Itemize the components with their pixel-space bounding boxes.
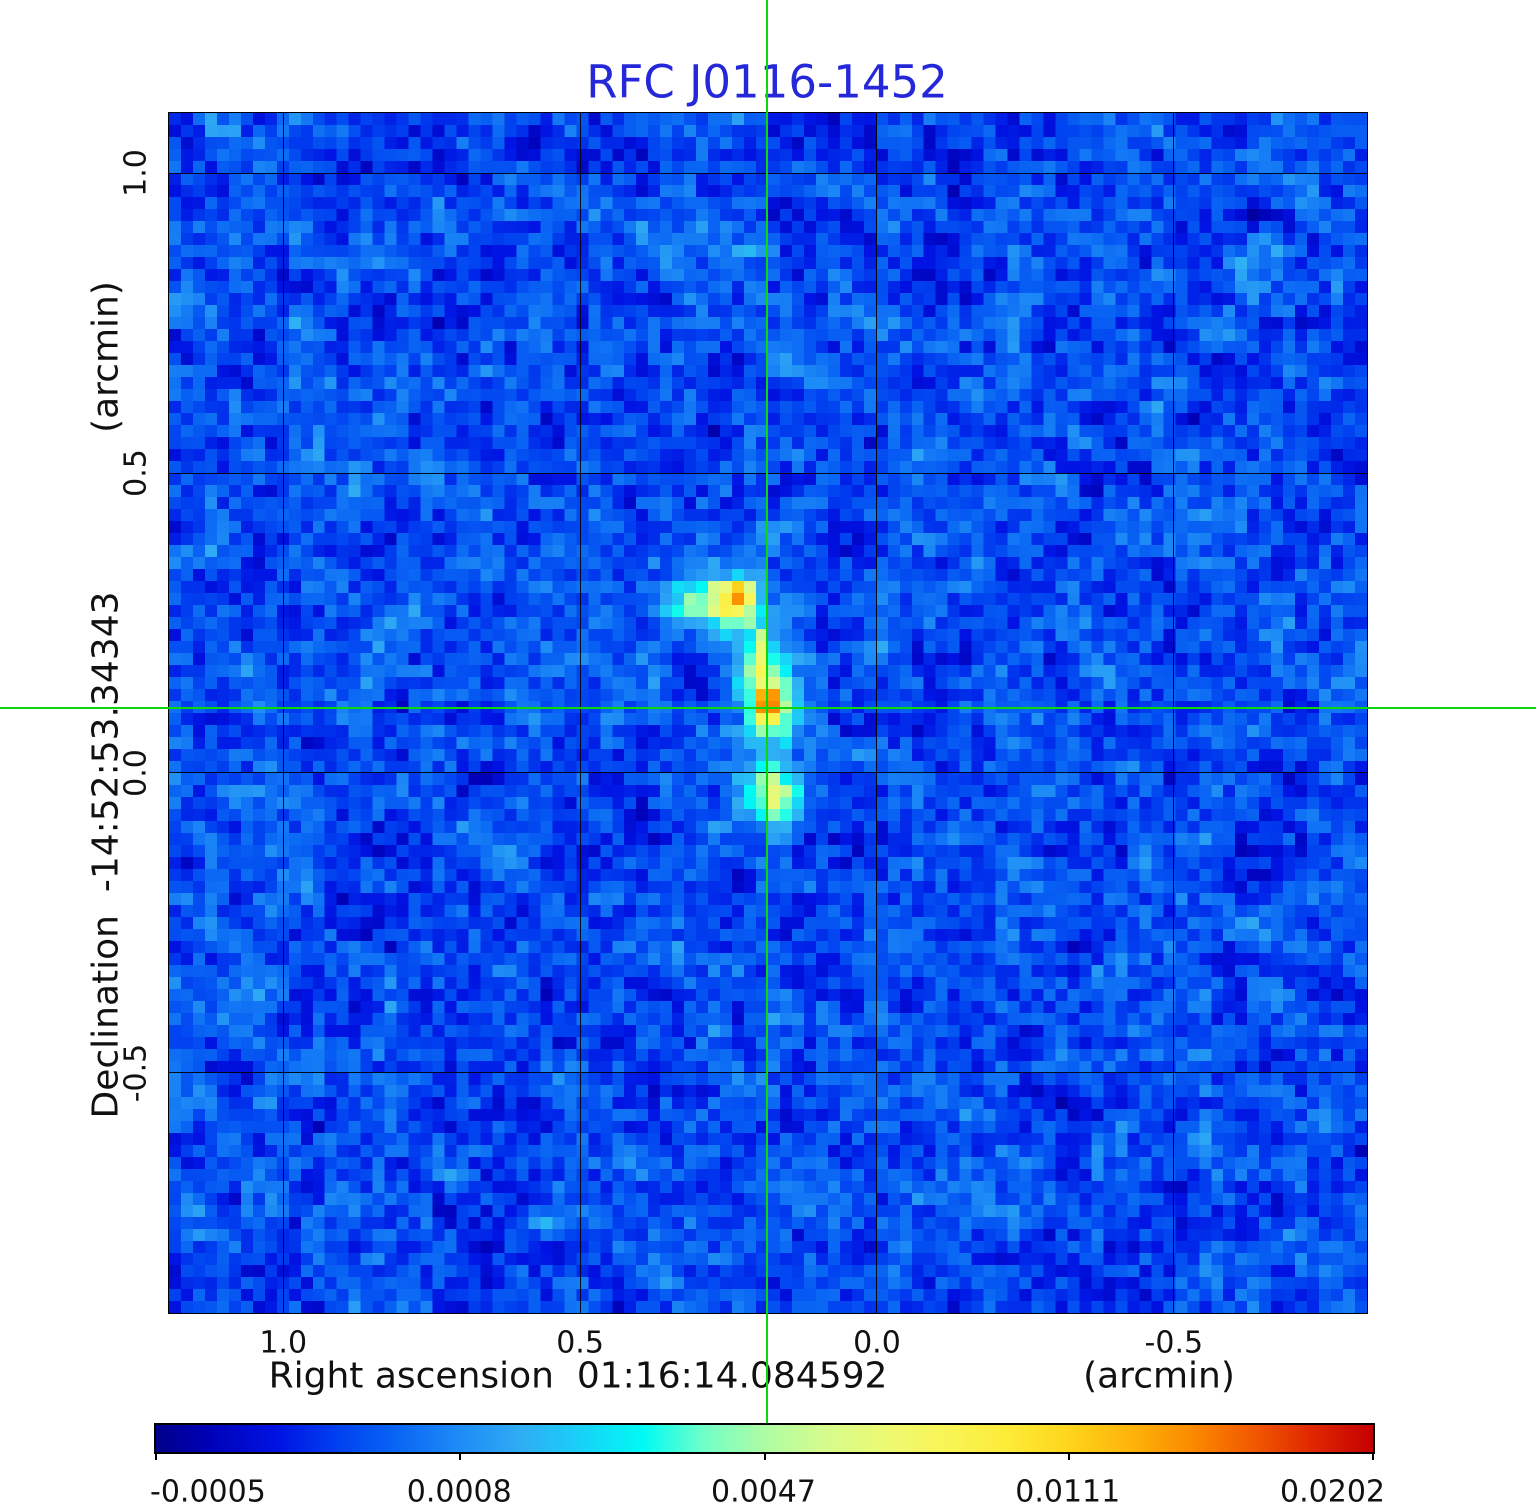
y-tick-label: 1.0 [118,149,154,198]
colorbar-tick-label: 0.0047 [711,1474,816,1510]
grid-line-vertical [1173,112,1175,1314]
y-tick-label: 0.0 [118,749,154,797]
y-tick-label: 0.5 [118,449,154,497]
colorbar-tick [763,1452,766,1460]
x-axis-label: Right ascension 01:16:14.084592 [268,1355,888,1397]
colorbar-tick-label: -0.0005 [150,1474,266,1510]
y-axis-unit-label: (arcmin) [85,281,127,433]
colorbar-tick [155,1452,157,1460]
x-tick-label: 0.5 [556,1325,604,1361]
colorbar-tick [459,1452,462,1460]
colorbar-tick-label: 0.0202 [1280,1474,1385,1510]
colorbar [154,1423,1375,1454]
x-tick-label: -0.5 [1144,1325,1204,1361]
x-axis-unit-label: (arcmin) [1083,1355,1235,1397]
crosshair-horizontal-line [0,707,1536,710]
grid-line-vertical [876,112,878,1314]
crosshair-vertical-line [766,0,769,1423]
y-tick-label: -0.5 [118,1043,154,1103]
colorbar-tick-label: 0.0111 [1015,1474,1121,1510]
x-tick-label: 0.0 [853,1325,901,1361]
grid-line-vertical [282,112,284,1314]
colorbar-tick [1067,1452,1070,1460]
colorbar-tick [1372,1452,1374,1460]
page-title: RFC J0116-1452 [586,55,948,109]
colorbar-gradient [156,1425,1373,1452]
x-tick-label: 1.0 [259,1325,308,1361]
grid-line-vertical [579,112,581,1314]
colorbar-tick-label: 0.0008 [406,1474,512,1510]
y-axis-label: Declination -14:52:53.34343 [85,591,127,1119]
